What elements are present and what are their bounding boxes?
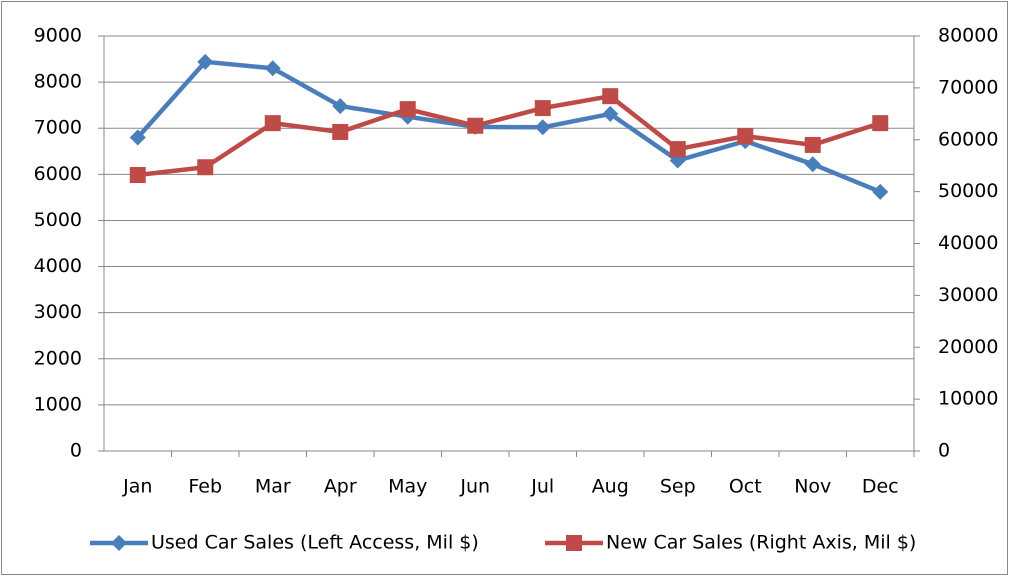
y-tick-label: 2000: [34, 347, 82, 369]
marker: [467, 117, 484, 134]
y2-tick-label: 20000: [938, 336, 998, 358]
y-tick-label: 3000: [34, 301, 82, 323]
marker: [737, 128, 754, 145]
x-tick-label: Oct: [729, 476, 762, 498]
x-tick-label: Feb: [188, 476, 222, 498]
marker: [669, 141, 686, 158]
x-tick-label: Nov: [794, 476, 831, 498]
y2-tick-label: 80000: [938, 25, 998, 47]
x-tick-label: May: [388, 476, 427, 498]
marker: [197, 159, 214, 176]
marker: [534, 100, 551, 117]
marker: [129, 129, 146, 146]
x-tick-label: Jan: [122, 476, 152, 498]
x-tick-label: Jul: [530, 476, 554, 498]
x-tick-label: Dec: [862, 476, 899, 498]
marker: [264, 115, 281, 132]
y2-tick-label: 0: [938, 440, 950, 462]
legend-label: New Car Sales (Right Axis, Mil $): [606, 532, 916, 554]
x-tick-label: Aug: [592, 476, 629, 498]
marker: [602, 88, 619, 105]
marker: [534, 119, 551, 136]
y-tick-label: 4000: [34, 255, 82, 277]
series-line: [136, 59, 882, 194]
legend-label: Used Car Sales (Left Access, Mil $): [151, 532, 479, 554]
y-tick-label: 9000: [34, 25, 82, 47]
x-tick-label: Apr: [324, 476, 357, 498]
x-tick-label: Jun: [459, 476, 490, 498]
series-line: [137, 93, 881, 178]
marker: [804, 136, 821, 153]
y-tick-label: 8000: [34, 71, 82, 93]
y-tick-label: 5000: [34, 209, 82, 231]
x-tick-label: Mar: [255, 476, 291, 498]
y-tick-label: 1000: [34, 393, 82, 415]
y2-tick-label: 70000: [938, 76, 998, 98]
y-tick-label: 0: [70, 440, 82, 462]
marker: [602, 105, 619, 122]
marker: [129, 167, 146, 184]
y2-tick-label: 30000: [938, 284, 998, 306]
y2-tick-label: 60000: [938, 128, 998, 150]
marker: [872, 183, 889, 200]
marker: [332, 123, 349, 140]
marker: [872, 115, 889, 132]
marker: [197, 53, 214, 70]
y2-tick-label: 50000: [938, 180, 998, 202]
x-tick-label: Sep: [660, 476, 696, 498]
legend-marker: [111, 535, 127, 551]
marker: [264, 60, 281, 77]
y-tick-label: 6000: [34, 163, 82, 185]
marker: [332, 98, 349, 115]
y-tick-label: 7000: [34, 117, 82, 139]
y2-tick-label: 40000: [938, 232, 998, 254]
legend-marker: [566, 535, 582, 551]
marker: [804, 156, 821, 173]
y2-tick-label: 10000: [938, 388, 998, 410]
marker: [399, 101, 416, 118]
